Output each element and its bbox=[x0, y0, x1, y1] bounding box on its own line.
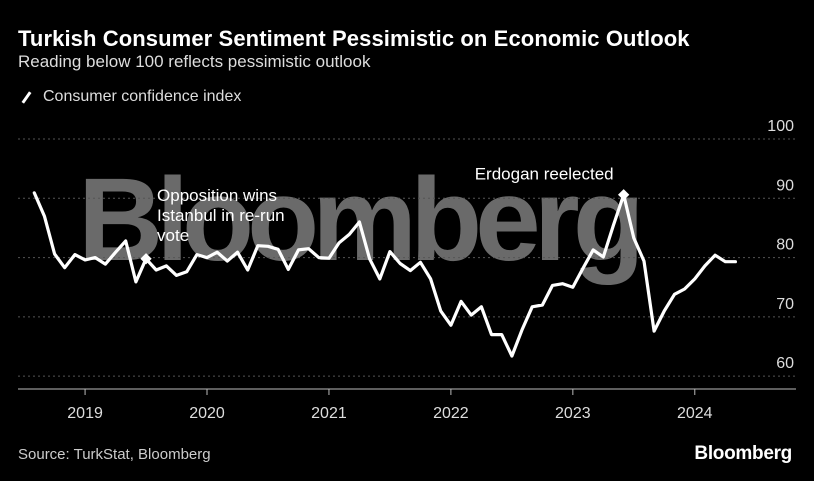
y-tick-label: 80 bbox=[776, 237, 794, 254]
legend: Consumer confidence index bbox=[18, 88, 241, 106]
x-tick-label: 2023 bbox=[555, 405, 591, 422]
annotation-marker bbox=[617, 189, 630, 201]
legend-label: Consumer confidence index bbox=[43, 88, 242, 105]
source-note: Source: TurkStat, Bloomberg bbox=[18, 446, 211, 463]
y-tick-label: 60 bbox=[776, 355, 794, 372]
annotation-marker bbox=[140, 253, 152, 265]
chart-title: Turkish Consumer Sentiment Pessimistic o… bbox=[18, 26, 690, 51]
bloomberg-watermark: Bloomberg bbox=[78, 154, 645, 286]
bloomberg-logo: Bloomberg bbox=[694, 443, 792, 464]
annotation-label: Erdogan reelected bbox=[475, 165, 614, 184]
annotation-label: vote bbox=[157, 226, 189, 245]
x-tick-label: 2022 bbox=[433, 405, 469, 422]
y-tick-label: 90 bbox=[776, 177, 794, 194]
consumer-confidence-line bbox=[32, 191, 738, 358]
y-tick-label: 70 bbox=[776, 296, 794, 313]
x-tick-label: 2019 bbox=[67, 405, 103, 422]
annotation-label: Opposition wins bbox=[157, 186, 277, 205]
chart-subtitle: Reading below 100 reflects pessimistic o… bbox=[18, 52, 371, 71]
y-tick-label: 100 bbox=[767, 118, 794, 135]
annotation-label: Istanbul in re-run bbox=[157, 206, 285, 225]
x-tick-label: 2024 bbox=[677, 405, 713, 422]
x-tick-label: 2021 bbox=[311, 405, 347, 422]
x-tick-label: 2020 bbox=[189, 405, 225, 422]
